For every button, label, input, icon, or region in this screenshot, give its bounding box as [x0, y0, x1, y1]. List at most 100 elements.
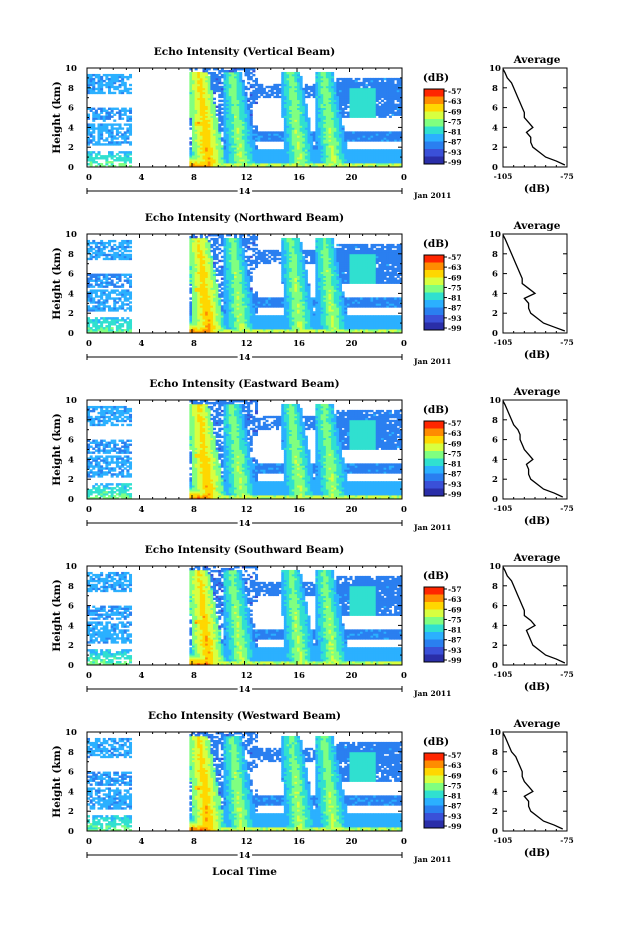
profile-y-tick-label: 2 [492, 641, 498, 651]
y-tick-label: 4 [68, 621, 74, 631]
colorbar-tick-label: -63 [448, 97, 462, 106]
colorbar-swatch [424, 624, 444, 633]
y-axis-label: Height (km) [51, 745, 63, 817]
colorbar-swatch [424, 617, 444, 625]
profile-x-tick-label: -105 [494, 504, 513, 513]
profile-y-tick-label: 2 [492, 309, 498, 319]
x-tick-label: 12 [241, 173, 253, 183]
y-axis-label: Height (km) [51, 81, 63, 153]
colorbar-tick-label: -81 [448, 128, 462, 137]
colorbar-swatch [424, 270, 444, 278]
profile-y-tick-label: 0 [492, 163, 498, 173]
profile-x-tick-label: -75 [560, 670, 574, 679]
profile-x-label: (dB) [524, 183, 550, 195]
colorbar-tick-label: -69 [448, 771, 462, 780]
x-tick-label: 16 [293, 173, 305, 183]
x-tick-label: 8 [191, 339, 197, 349]
profile-line [502, 732, 564, 830]
x-tick-label: 12 [241, 837, 253, 847]
profile-y-tick-label: 4 [492, 289, 498, 299]
profile-x-tick-label: -105 [494, 836, 513, 845]
colorbar-tick-label: -99 [448, 324, 462, 333]
profile-x-tick-label: -75 [560, 504, 574, 513]
colorbar-swatch [424, 753, 444, 761]
profile-line [502, 234, 566, 332]
x-tick-label: 4 [139, 505, 145, 515]
x-tick-label: 0 [86, 837, 92, 847]
colorbar-swatch [424, 820, 444, 829]
colorbar-tick-label: -87 [448, 470, 462, 479]
y-tick-label: 2 [68, 807, 74, 817]
colorbar-swatch [424, 96, 444, 105]
colorbar-swatch [424, 126, 444, 135]
colorbar-tick-label: -69 [448, 605, 462, 614]
colorbar-swatch [424, 428, 444, 437]
profile-y-tick-label: 6 [492, 768, 498, 778]
x-tick-label: 0 [401, 837, 407, 847]
colorbar-tick-label: -93 [448, 480, 462, 489]
profile-y-tick-label: 8 [492, 416, 498, 426]
y-tick-label: 0 [68, 661, 74, 671]
profile-x-label: (dB) [524, 515, 550, 527]
colorbar-tick-label: -99 [448, 158, 462, 167]
colorbar-unit: (dB) [423, 238, 449, 250]
profile-x-label: (dB) [524, 681, 550, 693]
y-tick-label: 2 [68, 143, 74, 153]
colorbar-swatch [424, 466, 444, 474]
y-tick-label: 10 [65, 562, 77, 572]
x-tick-label: 8 [191, 837, 197, 847]
profile-y-tick-label: 8 [492, 582, 498, 592]
month-label: Jan 2011 [413, 855, 451, 864]
profile-y-tick-label: 10 [489, 728, 501, 738]
y-tick-label: 8 [68, 250, 74, 260]
colorbar-swatch [424, 805, 444, 814]
x-tick-label: 16 [293, 505, 305, 515]
profile-y-tick-label: 4 [492, 621, 498, 631]
profile-y-tick-label: 2 [492, 475, 498, 485]
colorbar-swatch [424, 594, 444, 603]
colorbar-tick-label: -57 [448, 87, 462, 96]
y-tick-label: 4 [68, 123, 74, 133]
colorbar-swatch [424, 307, 444, 316]
profile-title: Average [513, 718, 561, 730]
colorbar-swatch [424, 436, 444, 444]
colorbar-tick-label: -75 [448, 781, 462, 790]
profile-y-tick-label: 10 [489, 230, 501, 240]
month-label: Jan 2011 [413, 191, 451, 200]
x-tick-label: 0 [86, 173, 92, 183]
colorbar-tick-label: -99 [448, 490, 462, 499]
y-tick-label: 10 [65, 396, 77, 406]
profile-y-tick-label: 10 [489, 562, 501, 572]
profile-x-tick-label: -105 [494, 670, 513, 679]
colorbar-tick-label: -87 [448, 138, 462, 147]
y-tick-label: 4 [68, 787, 74, 797]
y-tick-label: 10 [65, 728, 77, 738]
x-tick-label: 16 [293, 671, 305, 681]
x-tick-label: 12 [241, 505, 253, 515]
colorbar-frame [423, 420, 445, 497]
colorbar-swatch [424, 609, 444, 618]
y-tick-label: 0 [68, 329, 74, 339]
colorbar-tick-label: -81 [448, 626, 462, 635]
colorbar-swatch [424, 141, 444, 150]
profile-y-tick-label: 2 [492, 807, 498, 817]
colorbar-swatch [424, 262, 444, 271]
date-label: 14 [239, 685, 251, 695]
x-tick-label: 8 [191, 173, 197, 183]
x-tick-label: 8 [191, 671, 197, 681]
colorbar-tick-label: -81 [448, 792, 462, 801]
colorbar-swatch [424, 104, 444, 112]
colorbar-tick-label: -69 [448, 273, 462, 282]
chart-title: Echo Intensity (Northward Beam) [145, 212, 344, 224]
date-label: 14 [239, 187, 251, 197]
heatmap-field [87, 234, 403, 334]
chart-panel-4: Echo Intensity (Westward Beam)0246810Hei… [51, 710, 574, 878]
y-tick-label: 6 [68, 602, 74, 612]
colorbar-tick-label: -75 [448, 615, 462, 624]
profile-y-tick-label: 8 [492, 250, 498, 260]
profile-x-label: (dB) [524, 349, 550, 361]
colorbar-swatch [424, 149, 444, 157]
y-tick-label: 0 [68, 827, 74, 837]
y-tick-label: 0 [68, 495, 74, 505]
colorbar-swatch [424, 156, 444, 165]
